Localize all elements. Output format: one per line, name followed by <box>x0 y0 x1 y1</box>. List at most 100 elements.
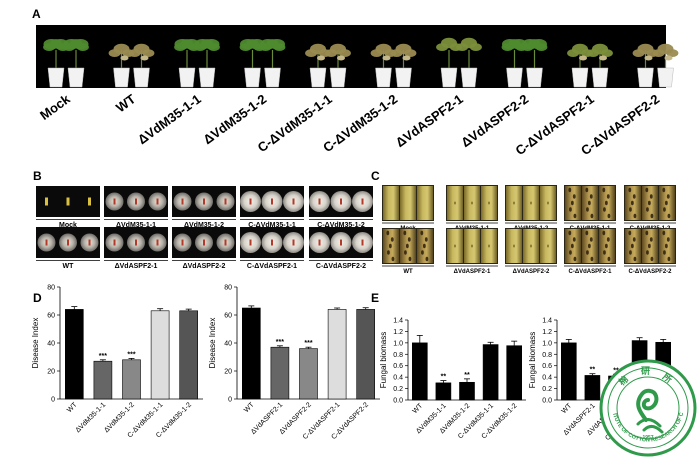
bar-c-delta-vdaspf2-2 <box>356 309 376 400</box>
plant-pair-c-delta-vdm35-1-2 <box>370 43 417 88</box>
y-tick-label: 80 <box>224 285 232 292</box>
x-tick-label-wt: WT <box>243 401 256 414</box>
y-axis-label: Fungal biomass <box>528 332 537 388</box>
plate-group-c-delta-vdm35-1-2: C-ΔVdM35-1-2 <box>309 186 373 229</box>
y-tick-label: 0.0 <box>542 398 552 405</box>
bar-c-delta-vdm35-1-1 <box>482 344 499 401</box>
stem-group-c-delta-vdm35-1-2: C-ΔVdM35-1-2 <box>624 185 676 232</box>
strain-label-a-delta-vdm35-1-1: ΔVdM35-1-1 <box>135 91 204 147</box>
significance-label: *** <box>276 339 284 346</box>
y-tick-label: 0.8 <box>393 352 403 359</box>
stem-group-delta-vdm35-1-2: ΔVdM35-1-2 <box>505 185 557 232</box>
bar-wt <box>242 307 261 400</box>
significance-label: ** <box>613 367 619 374</box>
plant-pair-c-delta-vdaspf2-2 <box>632 43 679 88</box>
y-tick-label: 0 <box>51 397 55 404</box>
bar-wt <box>65 309 84 400</box>
y-tick-label: 0 <box>228 397 232 404</box>
y-tick-label: 0.6 <box>542 363 552 370</box>
y-axis-label: Disease Index <box>31 318 40 369</box>
y-tick-label: 0.4 <box>393 375 403 382</box>
y-tick-label: 0.2 <box>393 386 403 393</box>
plate-group-mock: Mock <box>36 186 100 229</box>
significance-label: *** <box>127 351 135 358</box>
y-tick-label: 20 <box>224 369 232 376</box>
stem-label-delta-vdaspf2-2: ΔVdASPF2-2 <box>513 269 550 275</box>
seal-year: 1957 <box>642 435 653 441</box>
bar-c-delta-vdaspf2-1 <box>327 309 347 400</box>
stem-group-wt: WT <box>382 228 434 275</box>
plate-label-mock: Mock <box>59 222 77 229</box>
plate-group-c-delta-vdaspf2-1: C-ΔVdASPF2-1 <box>240 227 304 270</box>
significance-label: ** <box>441 374 447 381</box>
plant-pair-c-delta-vdm35-1-1 <box>305 43 351 88</box>
panel-label-c: C <box>371 169 380 183</box>
plant-photos <box>43 37 679 88</box>
stem-group-mock: Mock <box>382 185 434 232</box>
plate-group-delta-vdaspf2-1: ΔVdASPF2-1 <box>104 227 168 270</box>
stem-label-delta-vdaspf2-1: ΔVdASPF2-1 <box>454 269 491 275</box>
plate-group-delta-vdaspf2-2: ΔVdASPF2-2 <box>172 227 236 270</box>
plate-label-delta-vdaspf2-1: ΔVdASPF2-1 <box>115 263 158 270</box>
significance-label: ** <box>590 367 596 374</box>
plate-label-c-delta-vdaspf2-1: C-ΔVdASPF2-1 <box>247 263 297 270</box>
y-tick-label: 80 <box>47 285 55 292</box>
panel-label-a: A <box>32 7 41 21</box>
strain-label-a-mock: Mock <box>37 91 73 123</box>
plate-group-delta-vdm35-1-1: ΔVdM35-1-1 <box>104 186 168 229</box>
plant-pair-delta-vdm35-1-1 <box>174 38 220 88</box>
bar-delta-vdm35-1-2 <box>459 381 475 401</box>
plate-group-delta-vdm35-1-2: ΔVdM35-1-2 <box>172 186 236 229</box>
bar-delta-vdaspf2-1 <box>584 375 601 401</box>
y-tick-label: 1.4 <box>542 318 552 325</box>
stem-group-c-delta-vdm35-1-1: C-ΔVdM35-1-1 <box>564 185 616 232</box>
stem-photos: MockΔVdM35-1-1ΔVdM35-1-2C-ΔVdM35-1-1C-ΔV… <box>382 185 676 275</box>
significance-label: ** <box>464 372 470 379</box>
bar-delta-vdm35-1-1 <box>435 382 452 401</box>
y-tick-label: 0.0 <box>393 398 403 405</box>
strain-label-a-delta-vdaspf2-1: ΔVdASPF2-1 <box>393 91 466 150</box>
panel-label-b: B <box>33 169 42 183</box>
bar-delta-vdaspf2-1 <box>270 346 290 400</box>
stem-group-c-delta-vdaspf2-2: C-ΔVdASPF2-2 <box>624 228 676 275</box>
y-axis-label: Disease Index <box>208 318 217 369</box>
bar-delta-vdm35-1-1 <box>93 360 113 400</box>
bar-delta-vdaspf2-2 <box>299 348 318 400</box>
plate-label-c-delta-vdm35-1-2: C-ΔVdM35-1-2 <box>317 222 365 229</box>
y-tick-label: 0.8 <box>542 352 552 359</box>
y-tick-label: 20 <box>47 369 55 376</box>
y-tick-label: 1.0 <box>393 340 403 347</box>
bar-c-delta-vdm35-1-1 <box>150 310 170 400</box>
y-tick-label: 40 <box>47 341 55 348</box>
x-tick-label-wt: WT <box>66 401 79 414</box>
institute-seal: INSTITUTE OF COTTON RESEARCH OF CAAS 195… <box>599 359 697 457</box>
significance-label: *** <box>304 340 312 347</box>
y-tick-label: 60 <box>47 313 55 320</box>
plant-pair-wt <box>108 43 155 88</box>
bar-wt <box>411 342 428 401</box>
y-tick-label: 0.4 <box>542 375 552 382</box>
plant-pair-delta-vdm35-1-2 <box>239 38 286 88</box>
plant-pair-delta-vdaspf2-2 <box>501 38 548 88</box>
stem-group-delta-vdaspf2-2: ΔVdASPF2-2 <box>505 228 557 275</box>
plate-label-wt: WT <box>63 263 75 270</box>
strain-label-a-wt: WT <box>113 91 138 115</box>
plate-label-delta-vdm35-1-1: ΔVdM35-1-1 <box>116 222 156 229</box>
svg-text:研: 研 <box>641 366 650 376</box>
stem-group-c-delta-vdaspf2-1: C-ΔVdASPF2-1 <box>564 228 616 275</box>
y-tick-label: 60 <box>224 313 232 320</box>
bar-c-delta-vdm35-1-2 <box>179 310 198 400</box>
plate-label-delta-vdaspf2-2: ΔVdASPF2-2 <box>183 263 226 270</box>
y-tick-label: 1.2 <box>393 329 403 336</box>
y-tick-label: 40 <box>224 341 232 348</box>
y-tick-label: 0.2 <box>542 386 552 393</box>
stem-group-delta-vdaspf2-1: ΔVdASPF2-1 <box>446 228 498 275</box>
chart-fungal-biomass-vdm35: 0.0 0.2 0.4 0.6 0.8 1.0 1.2 1.4 Fungal biomass WT… <box>379 318 526 440</box>
bar-delta-vdm35-1-2 <box>122 359 141 400</box>
plate-label-delta-vdm35-1-2: ΔVdM35-1-2 <box>184 222 224 229</box>
strain-label-a-delta-vdm35-1-2: ΔVdM35-1-2 <box>200 91 269 147</box>
plate-group-c-delta-vdaspf2-2: C-ΔVdASPF2-2 <box>309 227 373 270</box>
x-tick-label-wt: WT <box>561 402 574 415</box>
